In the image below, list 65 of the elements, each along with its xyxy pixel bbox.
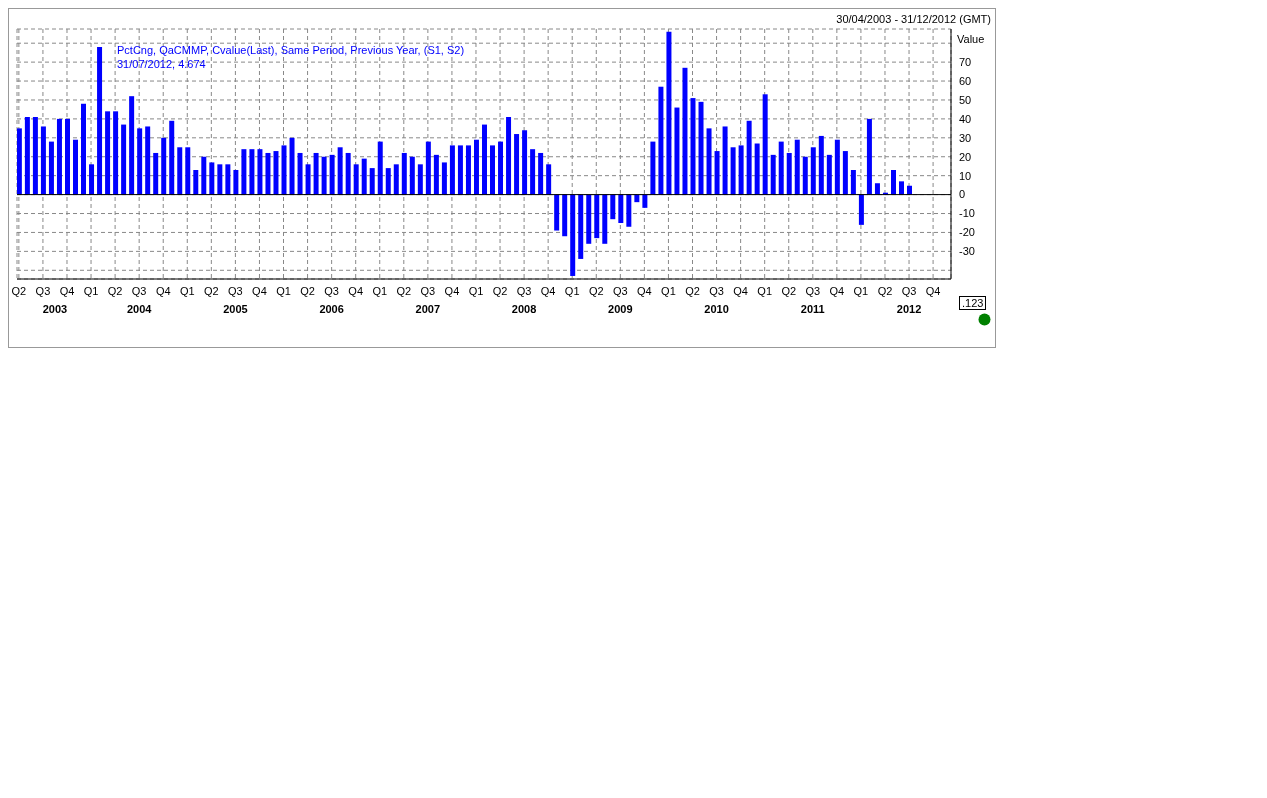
x-tick-label: Q3: [420, 284, 436, 297]
series-label: PctCng, QaCMMP, Cvalue(Last), Same Period, Previous Year, (S1, S2): [117, 44, 465, 56]
x-tick-label: Q3: [805, 284, 821, 297]
text: 2005: [223, 302, 248, 315]
y-tick-label: 20: [959, 150, 972, 163]
annotation: 31/07/2012, 4.674: [117, 58, 206, 70]
x-tick-label: Q4: [155, 284, 171, 297]
x-tick-label: Q1: [372, 284, 388, 297]
y-tick-label: 70: [959, 56, 972, 69]
y-tick-label: 10: [959, 169, 972, 182]
y-tick-label: -10: [959, 207, 975, 220]
x-tick-label: Q2: [781, 284, 797, 297]
x-tick-label: Q3: [901, 284, 917, 297]
x-tick-label: Q4: [733, 284, 748, 297]
y-tick-label: -30: [959, 245, 975, 258]
x-tick-label: Q1: [179, 284, 195, 297]
x-tick-label: Q3: [612, 284, 628, 297]
text: 2006: [319, 302, 344, 315]
x-tick-label: Q4: [59, 284, 75, 297]
x-tick-label: Q2: [203, 284, 219, 297]
x-tick-label: Q3: [35, 284, 51, 297]
x-tick-label: Q1: [661, 284, 676, 297]
text: 2009: [608, 302, 633, 315]
x-tick-label: Q2: [300, 284, 315, 297]
x-tick-label: Q3: [516, 284, 532, 297]
x-tick-label: Q3: [131, 284, 147, 297]
x-tick-label: Q2: [685, 284, 700, 297]
text: 2012: [896, 302, 922, 315]
text: 2003: [42, 302, 68, 315]
x-tick-label: Q2: [492, 284, 508, 297]
x-tick-label: Q1: [276, 284, 291, 297]
x-tick-label: Q1: [853, 284, 869, 297]
text: 2008: [511, 302, 537, 315]
x-tick-label: Q4: [637, 284, 652, 297]
text: 2011: [800, 302, 825, 315]
x-tick-label: Q3: [709, 284, 724, 297]
text: .123: [959, 296, 987, 310]
x-tick-label: Q1: [468, 284, 484, 297]
x-tick-label: Q1: [83, 284, 99, 297]
y-tick-label: 0: [959, 188, 966, 201]
x-tick-label: Q1: [757, 284, 773, 297]
x-tick-label: Q3: [324, 284, 339, 297]
y-tick-label: -20: [959, 226, 975, 239]
x-tick-label: Q2: [588, 284, 604, 297]
y-tick-label: 50: [959, 93, 972, 106]
text: 2004: [126, 302, 153, 315]
chart-subtitle: 30/04/2003 - 31/12/2012 (GMT): [836, 13, 991, 25]
text: 2007: [415, 302, 441, 315]
x-tick-label: Q4: [252, 284, 267, 297]
y-axis-title: Value: [957, 33, 985, 45]
x-tick-label: Q4: [348, 284, 364, 297]
x-tick-label: Q4: [540, 284, 556, 297]
x-tick-label: Q3: [228, 284, 243, 297]
x-tick-label: Q2: [877, 284, 893, 297]
x-tick-label: Q2: [396, 284, 412, 297]
x-tick-label: Q2: [11, 284, 27, 297]
x-tick-label: Q4: [444, 284, 460, 297]
x-tick-label: Q4: [829, 284, 845, 297]
text: 2010: [704, 302, 729, 315]
x-tick-label: Q2: [107, 284, 123, 297]
x-tick-label: Q4: [925, 284, 941, 297]
y-tick-label: 60: [959, 74, 972, 87]
y-tick-label: 30: [959, 131, 972, 144]
y-tick-label: 40: [959, 112, 972, 125]
x-tick-label: Q1: [564, 284, 580, 297]
